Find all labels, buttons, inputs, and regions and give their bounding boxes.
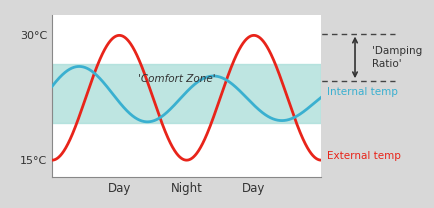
Bar bbox=[52, 64, 321, 123]
Text: External temp: External temp bbox=[327, 151, 401, 161]
Text: 'Comfort Zone': 'Comfort Zone' bbox=[138, 74, 216, 84]
Text: Internal temp: Internal temp bbox=[327, 87, 398, 97]
Text: 'Damping
Ratio': 'Damping Ratio' bbox=[372, 46, 422, 69]
